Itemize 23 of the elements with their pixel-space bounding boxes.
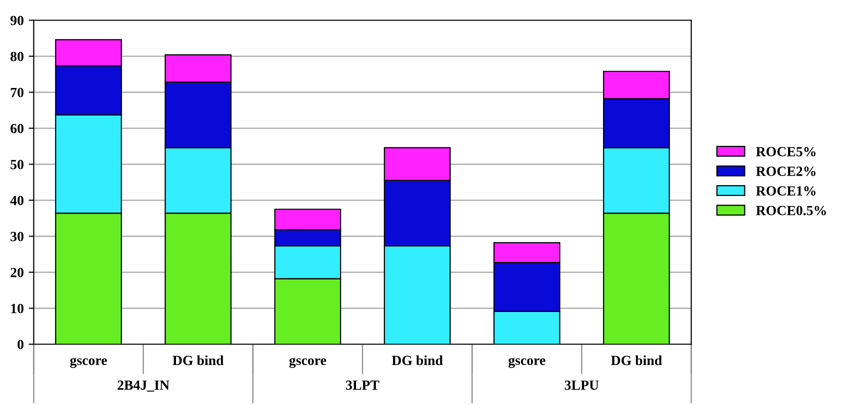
x-tick-label: DG bind xyxy=(611,355,662,366)
y-tick-label: 80 xyxy=(10,52,24,62)
legend-label: ROCE2% xyxy=(756,166,816,176)
x-tick-label: gscore xyxy=(70,358,107,368)
x-tick-label: DG bind xyxy=(392,355,443,366)
y-tick-label: 20 xyxy=(10,268,24,278)
y-tick-label: 70 xyxy=(10,88,24,98)
x-tick-label: gscore xyxy=(508,358,546,368)
y-tick-label: 10 xyxy=(11,304,24,314)
y-tick-label: 60 xyxy=(10,124,24,134)
y-tick-label: 0 xyxy=(18,340,24,350)
text: 3LPU xyxy=(564,380,599,390)
y-tick-label: 30 xyxy=(10,232,24,242)
y-tick-label: 40 xyxy=(10,196,24,206)
text: 2B4J_IN xyxy=(118,380,170,392)
legend-label: ROCE0.5% xyxy=(756,206,826,216)
legend-label: ROCE5% xyxy=(756,146,816,156)
x-tick-label: gscore xyxy=(289,358,326,368)
y-tick-label: 90 xyxy=(10,16,24,26)
text: 3LPT xyxy=(346,380,380,390)
x-tick-label: DG bind xyxy=(172,355,224,366)
y-tick-label: 50 xyxy=(10,160,24,170)
legend-label: ROCE1% xyxy=(756,186,816,196)
